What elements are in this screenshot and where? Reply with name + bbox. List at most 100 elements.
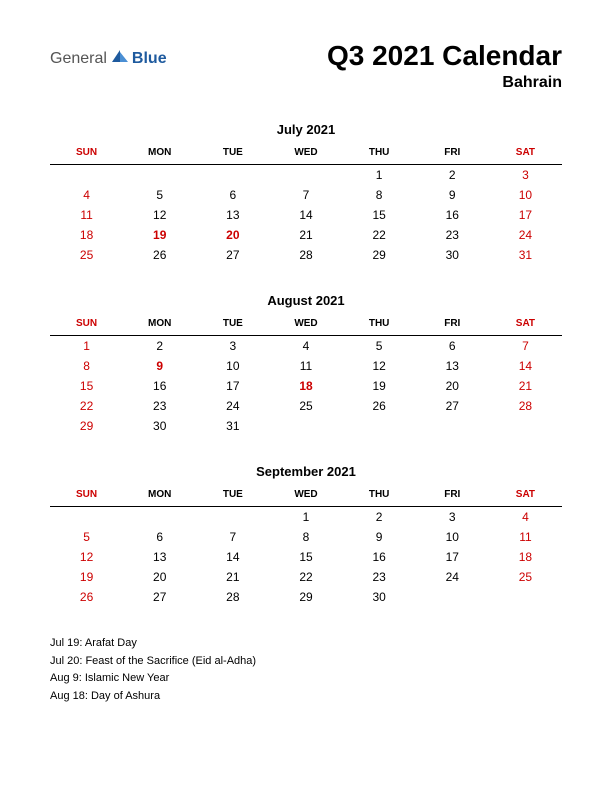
weekday-header: THU xyxy=(343,143,416,165)
month-block: August 2021SUNMONTUEWEDTHUFRISAT12345678… xyxy=(50,293,562,436)
logo-text-blue: Blue xyxy=(132,50,167,68)
calendar-cell: 29 xyxy=(343,245,416,265)
calendar-cell: 13 xyxy=(196,205,269,225)
calendar-cell: 1 xyxy=(269,507,342,528)
weekday-header: WED xyxy=(269,485,342,507)
calendar-cell: 13 xyxy=(123,547,196,567)
calendar-cell: 16 xyxy=(416,205,489,225)
calendar-cell: 7 xyxy=(489,336,562,357)
calendar-cell: 9 xyxy=(123,356,196,376)
calendar-cell: 23 xyxy=(123,396,196,416)
calendar-cell: 24 xyxy=(489,225,562,245)
calendar-cell: 27 xyxy=(196,245,269,265)
weekday-header: SAT xyxy=(489,314,562,336)
calendar-cell: 18 xyxy=(269,376,342,396)
weekday-header: FRI xyxy=(416,485,489,507)
logo: General Blue xyxy=(50,48,167,69)
month-title: August 2021 xyxy=(50,293,562,308)
calendar-cell: 6 xyxy=(123,527,196,547)
calendar-cell: 22 xyxy=(343,225,416,245)
calendar-cell: 24 xyxy=(196,396,269,416)
calendar-cell: 9 xyxy=(416,185,489,205)
weekday-header: WED xyxy=(269,143,342,165)
months-container: July 2021SUNMONTUEWEDTHUFRISAT1234567891… xyxy=(50,122,562,607)
calendar-cell: 8 xyxy=(343,185,416,205)
calendar-cell-empty xyxy=(489,587,562,607)
calendar-cell: 10 xyxy=(196,356,269,376)
calendar-cell-empty xyxy=(269,416,342,436)
calendar-cell: 25 xyxy=(50,245,123,265)
calendar-cell: 16 xyxy=(123,376,196,396)
page-title: Q3 2021 Calendar xyxy=(327,40,562,72)
calendar-cell: 25 xyxy=(269,396,342,416)
calendar-cell: 17 xyxy=(416,547,489,567)
calendar-cell: 13 xyxy=(416,356,489,376)
calendar-cell: 20 xyxy=(196,225,269,245)
calendar-cell: 21 xyxy=(196,567,269,587)
calendar-cell: 5 xyxy=(123,185,196,205)
calendar-cell: 4 xyxy=(489,507,562,528)
calendar-cell: 22 xyxy=(50,396,123,416)
calendar-cell: 8 xyxy=(269,527,342,547)
header: General Blue Q3 2021 Calendar Bahrain xyxy=(50,40,562,92)
weekday-header: WED xyxy=(269,314,342,336)
title-block: Q3 2021 Calendar Bahrain xyxy=(327,40,562,92)
calendar-cell: 30 xyxy=(343,587,416,607)
holiday-note: Jul 19: Arafat Day xyxy=(50,635,562,653)
holiday-note: Aug 18: Day of Ashura xyxy=(50,688,562,706)
weekday-header: MON xyxy=(123,143,196,165)
calendar-cell: 25 xyxy=(489,567,562,587)
calendar-cell: 20 xyxy=(416,376,489,396)
calendar-cell: 19 xyxy=(343,376,416,396)
holiday-note: Aug 9: Islamic New Year xyxy=(50,670,562,688)
weekday-header: SAT xyxy=(489,143,562,165)
weekday-header: MON xyxy=(123,485,196,507)
calendar-cell: 2 xyxy=(343,507,416,528)
month-title: July 2021 xyxy=(50,122,562,137)
calendar-cell: 3 xyxy=(196,336,269,357)
month-block: July 2021SUNMONTUEWEDTHUFRISAT1234567891… xyxy=(50,122,562,265)
calendar-table: SUNMONTUEWEDTHUFRISAT1234567891011121314… xyxy=(50,314,562,436)
calendar-cell: 16 xyxy=(343,547,416,567)
calendar-cell-empty xyxy=(416,587,489,607)
calendar-cell: 21 xyxy=(489,376,562,396)
calendar-cell: 28 xyxy=(269,245,342,265)
weekday-header: MON xyxy=(123,314,196,336)
weekday-header: FRI xyxy=(416,314,489,336)
calendar-cell-empty xyxy=(196,507,269,528)
calendar-cell: 11 xyxy=(50,205,123,225)
calendar-cell: 26 xyxy=(343,396,416,416)
calendar-cell-empty xyxy=(123,165,196,186)
calendar-cell-empty xyxy=(416,416,489,436)
calendar-cell: 27 xyxy=(123,587,196,607)
calendar-cell-empty xyxy=(489,416,562,436)
calendar-cell: 12 xyxy=(343,356,416,376)
calendar-cell: 1 xyxy=(50,336,123,357)
calendar-cell: 14 xyxy=(269,205,342,225)
calendar-cell: 30 xyxy=(416,245,489,265)
calendar-cell: 12 xyxy=(123,205,196,225)
logo-sail-icon xyxy=(110,48,130,69)
calendar-cell-empty xyxy=(343,416,416,436)
calendar-cell: 29 xyxy=(50,416,123,436)
weekday-header: SUN xyxy=(50,485,123,507)
calendar-cell: 11 xyxy=(489,527,562,547)
calendar-cell: 6 xyxy=(416,336,489,357)
calendar-cell: 19 xyxy=(123,225,196,245)
calendar-cell: 10 xyxy=(489,185,562,205)
calendar-cell: 8 xyxy=(50,356,123,376)
weekday-header: TUE xyxy=(196,143,269,165)
calendar-cell: 3 xyxy=(416,507,489,528)
page-subtitle: Bahrain xyxy=(327,74,562,92)
calendar-cell: 17 xyxy=(196,376,269,396)
calendar-cell: 27 xyxy=(416,396,489,416)
calendar-cell: 28 xyxy=(489,396,562,416)
month-title: September 2021 xyxy=(50,464,562,479)
calendar-cell: 22 xyxy=(269,567,342,587)
calendar-cell: 20 xyxy=(123,567,196,587)
calendar-cell: 19 xyxy=(50,567,123,587)
weekday-header: TUE xyxy=(196,485,269,507)
calendar-cell: 18 xyxy=(50,225,123,245)
calendar-cell: 15 xyxy=(343,205,416,225)
calendar-cell: 26 xyxy=(50,587,123,607)
